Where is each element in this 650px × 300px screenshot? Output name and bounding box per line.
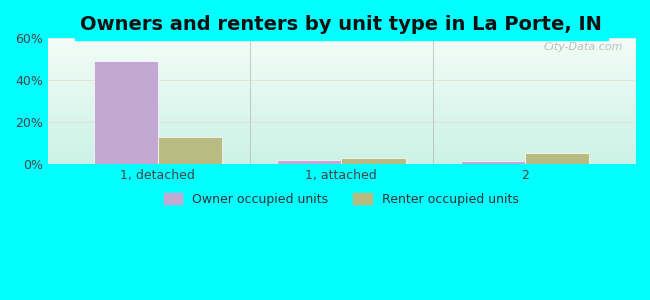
Bar	[158, 137, 222, 164]
Bar	[341, 158, 406, 164]
Bar	[277, 160, 341, 164]
Title: Owners and renters by unit type in La Porte, IN: Owners and renters by unit type in La Po…	[81, 15, 603, 34]
Bar	[525, 153, 589, 164]
Legend: Owner occupied units, Renter occupied units: Owner occupied units, Renter occupied un…	[159, 188, 524, 211]
Text: City-Data.com: City-Data.com	[544, 42, 623, 52]
Bar	[461, 161, 525, 164]
Bar	[94, 61, 158, 164]
